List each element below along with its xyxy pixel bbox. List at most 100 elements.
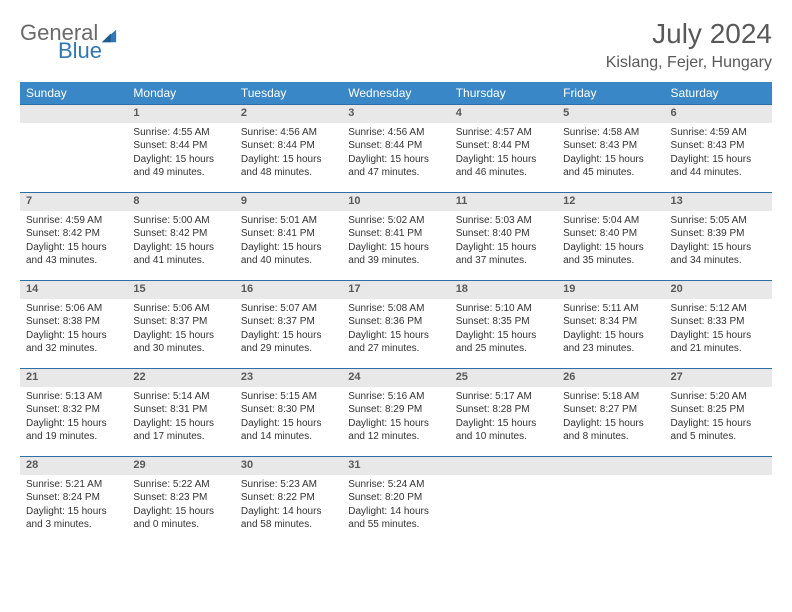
day-cell: Sunrise: 4:56 AMSunset: 8:44 PMDaylight:… (235, 123, 342, 193)
day-cell-line: Daylight: 15 hours and 46 minutes. (456, 153, 551, 180)
month-title: July 2024 (606, 18, 772, 50)
day-cell-line: Sunrise: 5:24 AM (348, 478, 443, 492)
day-cell-line: Sunrise: 5:20 AM (671, 390, 766, 404)
day-number: 24 (342, 369, 449, 387)
day-number: 15 (127, 281, 234, 299)
day-cell-line: Sunset: 8:30 PM (241, 403, 336, 417)
day-cell: Sunrise: 5:15 AMSunset: 8:30 PMDaylight:… (235, 387, 342, 457)
day-cell: Sunrise: 5:11 AMSunset: 8:34 PMDaylight:… (557, 299, 664, 369)
day-cell-line: Sunrise: 5:18 AM (563, 390, 658, 404)
day-cell-line: Daylight: 15 hours and 48 minutes. (241, 153, 336, 180)
day-content-row: Sunrise: 5:06 AMSunset: 8:38 PMDaylight:… (20, 299, 772, 369)
day-number: 6 (665, 105, 772, 123)
day-cell-line: Sunset: 8:38 PM (26, 315, 121, 329)
day-cell: Sunrise: 5:06 AMSunset: 8:38 PMDaylight:… (20, 299, 127, 369)
day-cell-line: Sunrise: 5:23 AM (241, 478, 336, 492)
day-cell-line: Daylight: 15 hours and 40 minutes. (241, 241, 336, 268)
day-cell-line: Daylight: 15 hours and 19 minutes. (26, 417, 121, 444)
day-number: 28 (20, 457, 127, 475)
day-cell-line: Daylight: 14 hours and 55 minutes. (348, 505, 443, 532)
day-cell-line: Daylight: 15 hours and 27 minutes. (348, 329, 443, 356)
day-cell: Sunrise: 5:10 AMSunset: 8:35 PMDaylight:… (450, 299, 557, 369)
day-cell-line: Sunset: 8:44 PM (133, 139, 228, 153)
day-cell-line: Daylight: 15 hours and 25 minutes. (456, 329, 551, 356)
day-cell-line: Daylight: 15 hours and 3 minutes. (26, 505, 121, 532)
day-cell-line: Sunrise: 5:01 AM (241, 214, 336, 228)
day-number: 12 (557, 193, 664, 211)
day-cell-line: Daylight: 15 hours and 23 minutes. (563, 329, 658, 356)
day-cell-line: Sunset: 8:37 PM (241, 315, 336, 329)
day-cell: Sunrise: 4:59 AMSunset: 8:43 PMDaylight:… (665, 123, 772, 193)
day-cell-line: Daylight: 15 hours and 10 minutes. (456, 417, 551, 444)
day-cell-line: Daylight: 15 hours and 34 minutes. (671, 241, 766, 268)
day-cell: Sunrise: 5:06 AMSunset: 8:37 PMDaylight:… (127, 299, 234, 369)
day-number (557, 457, 664, 475)
day-number: 25 (450, 369, 557, 387)
day-cell-line: Sunset: 8:44 PM (241, 139, 336, 153)
day-cell-line: Daylight: 15 hours and 29 minutes. (241, 329, 336, 356)
day-cell-line: Sunrise: 5:04 AM (563, 214, 658, 228)
day-cell-line: Sunrise: 5:05 AM (671, 214, 766, 228)
weekday-header: Sunday (20, 82, 127, 105)
day-cell-line: Daylight: 15 hours and 30 minutes. (133, 329, 228, 356)
day-cell: Sunrise: 5:24 AMSunset: 8:20 PMDaylight:… (342, 475, 449, 545)
day-content-row: Sunrise: 4:55 AMSunset: 8:44 PMDaylight:… (20, 123, 772, 193)
day-cell-line: Sunset: 8:25 PM (671, 403, 766, 417)
day-number: 29 (127, 457, 234, 475)
day-cell (665, 475, 772, 545)
day-cell-line: Sunset: 8:22 PM (241, 491, 336, 505)
day-cell-line: Sunrise: 4:56 AM (241, 126, 336, 140)
day-cell-line: Sunrise: 5:03 AM (456, 214, 551, 228)
day-cell: Sunrise: 5:01 AMSunset: 8:41 PMDaylight:… (235, 211, 342, 281)
day-cell-line: Sunset: 8:41 PM (241, 227, 336, 241)
day-cell-line: Sunrise: 5:15 AM (241, 390, 336, 404)
day-cell-line: Sunset: 8:40 PM (563, 227, 658, 241)
day-content-row: Sunrise: 4:59 AMSunset: 8:42 PMDaylight:… (20, 211, 772, 281)
day-number: 16 (235, 281, 342, 299)
day-number: 27 (665, 369, 772, 387)
day-cell-line: Sunrise: 4:59 AM (26, 214, 121, 228)
day-cell-line: Sunset: 8:23 PM (133, 491, 228, 505)
day-cell-line: Sunrise: 5:06 AM (26, 302, 121, 316)
day-cell: Sunrise: 4:58 AMSunset: 8:43 PMDaylight:… (557, 123, 664, 193)
day-cell-line: Sunset: 8:43 PM (563, 139, 658, 153)
day-cell-line: Sunset: 8:44 PM (456, 139, 551, 153)
day-cell: Sunrise: 5:12 AMSunset: 8:33 PMDaylight:… (665, 299, 772, 369)
day-number: 10 (342, 193, 449, 211)
day-cell-line: Sunrise: 5:12 AM (671, 302, 766, 316)
day-cell-line: Sunrise: 5:10 AM (456, 302, 551, 316)
day-cell-line: Sunset: 8:40 PM (456, 227, 551, 241)
day-number: 9 (235, 193, 342, 211)
day-number: 5 (557, 105, 664, 123)
day-cell-line: Sunset: 8:32 PM (26, 403, 121, 417)
day-cell: Sunrise: 5:14 AMSunset: 8:31 PMDaylight:… (127, 387, 234, 457)
day-number: 7 (20, 193, 127, 211)
day-number: 21 (20, 369, 127, 387)
day-number: 17 (342, 281, 449, 299)
logo: GeneralBlue (20, 22, 119, 62)
day-number: 18 (450, 281, 557, 299)
day-number: 8 (127, 193, 234, 211)
day-cell-line: Sunset: 8:41 PM (348, 227, 443, 241)
day-number-row: 28293031 (20, 457, 772, 475)
weekday-header: Saturday (665, 82, 772, 105)
day-cell-line: Daylight: 15 hours and 47 minutes. (348, 153, 443, 180)
day-cell: Sunrise: 4:56 AMSunset: 8:44 PMDaylight:… (342, 123, 449, 193)
day-cell: Sunrise: 4:59 AMSunset: 8:42 PMDaylight:… (20, 211, 127, 281)
weekday-header: Thursday (450, 82, 557, 105)
day-number (20, 105, 127, 123)
day-number: 31 (342, 457, 449, 475)
day-cell: Sunrise: 5:18 AMSunset: 8:27 PMDaylight:… (557, 387, 664, 457)
day-number: 19 (557, 281, 664, 299)
day-cell-line: Sunrise: 4:56 AM (348, 126, 443, 140)
day-cell-line: Sunrise: 5:08 AM (348, 302, 443, 316)
header: GeneralBlue July 2024 Kislang, Fejer, Hu… (20, 18, 772, 72)
day-number (450, 457, 557, 475)
day-cell-line: Sunrise: 5:06 AM (133, 302, 228, 316)
day-cell-line: Sunset: 8:37 PM (133, 315, 228, 329)
weekday-header: Monday (127, 82, 234, 105)
day-number: 30 (235, 457, 342, 475)
day-cell-line: Sunset: 8:24 PM (26, 491, 121, 505)
day-cell-line: Sunset: 8:31 PM (133, 403, 228, 417)
day-cell-line: Sunrise: 4:57 AM (456, 126, 551, 140)
